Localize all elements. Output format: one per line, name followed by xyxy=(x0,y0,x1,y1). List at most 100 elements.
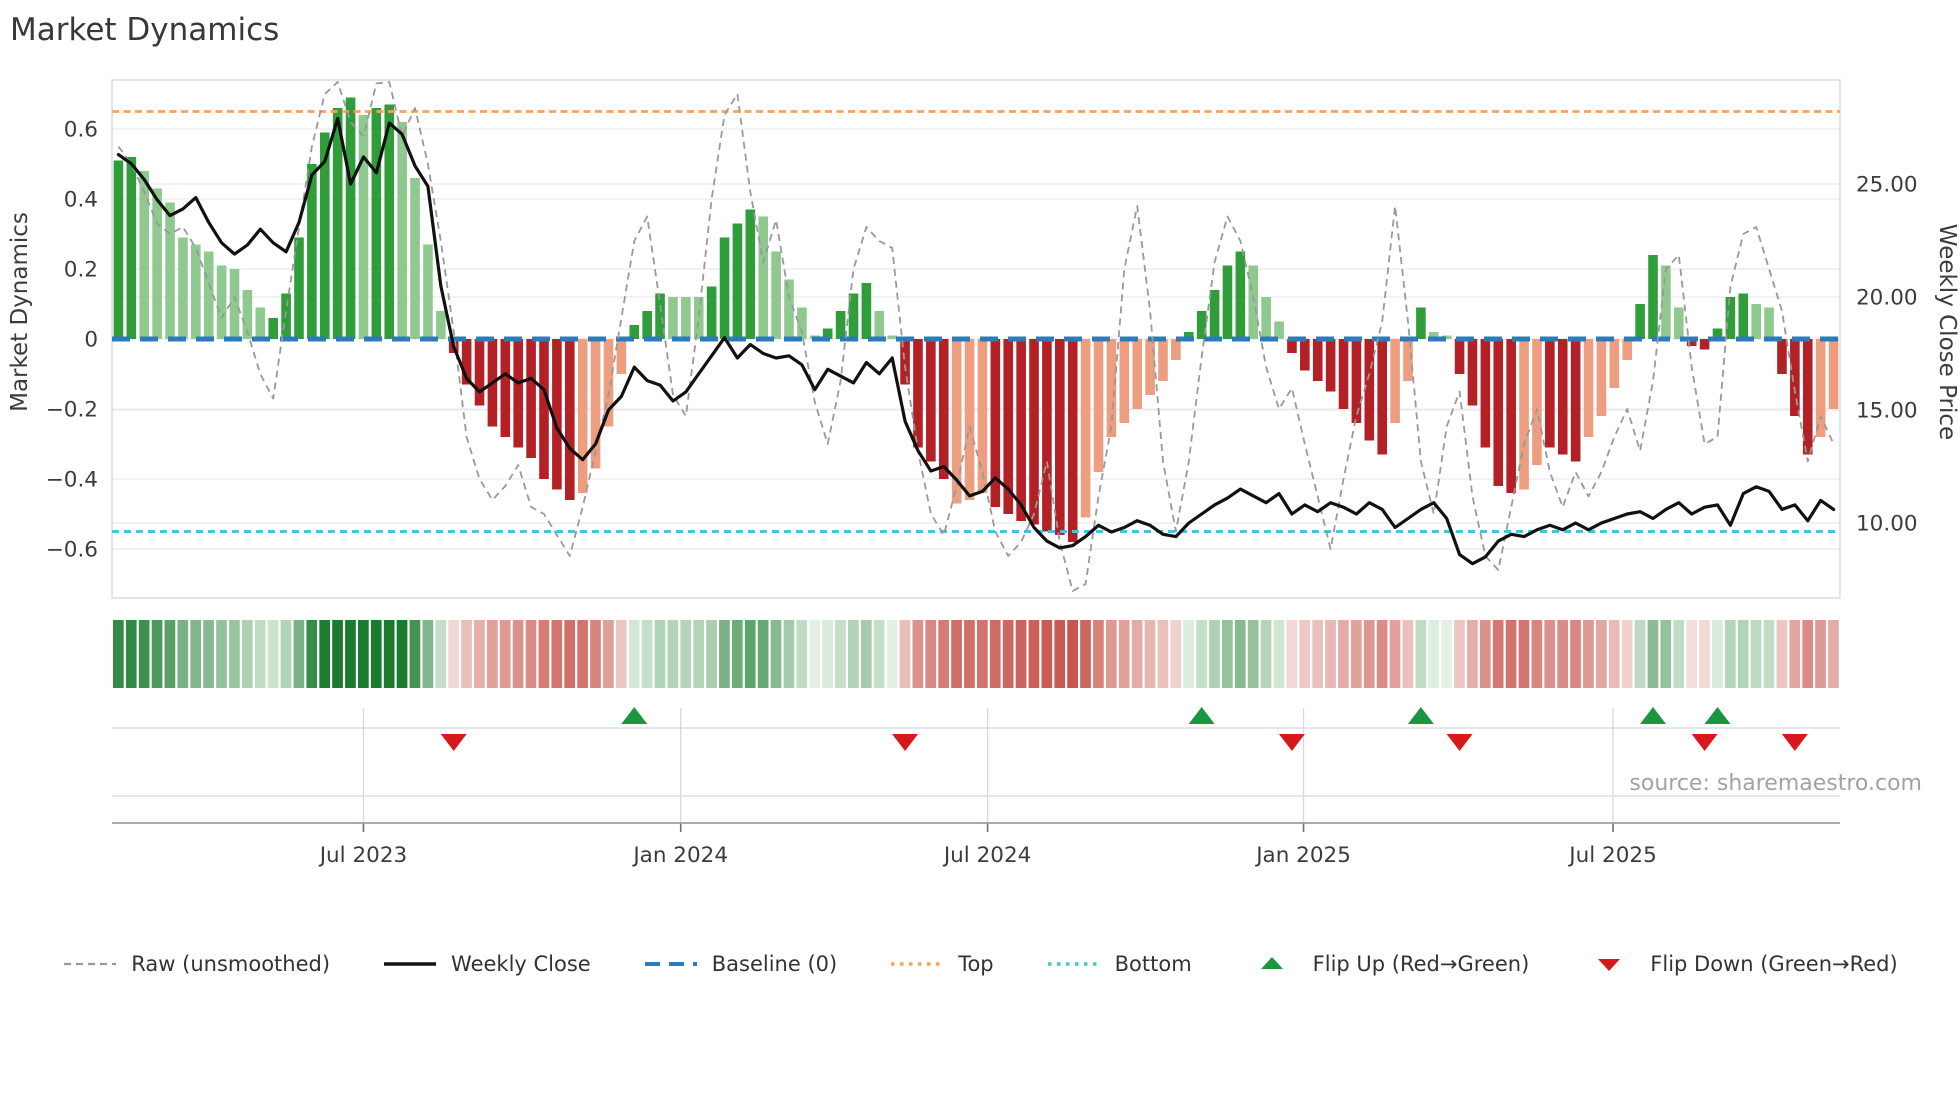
oscillator-bar xyxy=(1312,339,1323,381)
heatmap-cell xyxy=(448,620,459,688)
oscillator-bar xyxy=(552,339,562,490)
oscillator-bar xyxy=(1171,339,1181,360)
heatmap-cell xyxy=(693,620,704,688)
flip-up-marker xyxy=(1407,707,1434,724)
y-tick-label-left: 0.2 xyxy=(64,258,98,283)
oscillator-bar xyxy=(461,339,472,385)
heatmap-cell xyxy=(1828,620,1839,688)
flip-up-marker xyxy=(1640,707,1667,724)
oscillator-bar xyxy=(887,335,897,339)
heatmap-cell xyxy=(680,620,692,688)
oscillator-bar xyxy=(1003,339,1014,514)
legend-flip-up-label: Flip Up (Red→Green) xyxy=(1312,952,1530,976)
heatmap-cell xyxy=(499,620,511,688)
heatmap-cell xyxy=(1286,620,1298,688)
oscillator-bar xyxy=(1196,311,1207,339)
oscillator-bar xyxy=(732,223,743,339)
heatmap-cell xyxy=(1389,620,1401,688)
oscillator-bar xyxy=(1532,339,1542,465)
oscillator-bar xyxy=(526,339,536,458)
heatmap-cell xyxy=(770,620,782,688)
heatmap-strip xyxy=(113,620,1839,688)
heatmap-cell xyxy=(1222,620,1233,688)
oscillator-bar xyxy=(1699,339,1710,350)
flip-down-marker xyxy=(440,734,467,751)
oscillator-bar xyxy=(1661,265,1671,339)
legend-raw-label: Raw (unsmoothed) xyxy=(131,952,331,976)
heatmap-cell xyxy=(1273,620,1285,688)
y-tick-label-left: 0.6 xyxy=(64,118,98,143)
oscillator-bar xyxy=(758,216,769,339)
heatmap-cell xyxy=(293,620,305,688)
heatmap-cell xyxy=(1093,620,1104,688)
oscillator-bar xyxy=(655,293,665,339)
oscillator-bar xyxy=(1377,339,1388,455)
oscillator-bar xyxy=(152,188,162,339)
page-title: Market Dynamics xyxy=(10,12,279,48)
oscillator-bar xyxy=(371,108,382,339)
oscillator-bar xyxy=(1493,339,1504,486)
heatmap-cell xyxy=(1776,620,1788,688)
heatmap-cell xyxy=(1660,620,1672,688)
oscillator-bar xyxy=(926,339,936,462)
heatmap-cell xyxy=(577,620,588,688)
y-tick-label-right: 10.00 xyxy=(1856,512,1918,537)
oscillator-bar xyxy=(848,293,859,339)
heatmap-cell xyxy=(886,620,898,688)
heatmap-cell xyxy=(1531,620,1543,688)
legend-flip-up: Flip Up (Red→Green) xyxy=(1244,952,1530,976)
oscillator-bar xyxy=(964,339,975,500)
legend-weekly-close-label: Weekly Close xyxy=(451,952,591,976)
right-axis-label: Weekly Close Price xyxy=(1934,224,1960,440)
y-tick-label-right: 20.00 xyxy=(1856,286,1918,311)
heatmap-cell xyxy=(1260,620,1272,688)
heatmap-cell xyxy=(1363,620,1375,688)
oscillator-bar xyxy=(784,279,794,339)
heatmap-cell xyxy=(667,620,679,688)
heatmap-cell xyxy=(164,620,176,688)
oscillator-bar xyxy=(126,157,137,339)
heatmap-cell xyxy=(1570,620,1581,688)
oscillator-bar xyxy=(1183,332,1194,339)
oscillator-bar xyxy=(410,178,420,339)
heatmap-cell xyxy=(1479,620,1491,688)
y-tick-label-left: −0.6 xyxy=(46,538,98,563)
oscillator-bar xyxy=(1029,339,1039,525)
heatmap-cell xyxy=(1170,620,1182,688)
legend-top: Top xyxy=(889,952,994,976)
heatmap-cell xyxy=(1325,620,1336,688)
oscillator-bar xyxy=(1067,339,1078,542)
flip-markers xyxy=(440,707,1808,751)
oscillator-bar xyxy=(1790,339,1800,416)
heatmap-cell xyxy=(590,620,601,688)
x-tick-label: Jul 2025 xyxy=(1567,843,1657,868)
oscillator-bar xyxy=(1274,321,1284,339)
flip-down-marker xyxy=(1781,734,1808,751)
oscillator-bar xyxy=(178,237,188,339)
legend-raw-swatch xyxy=(64,962,117,966)
oscillator-bar xyxy=(1080,339,1091,518)
heatmap-cell xyxy=(1789,620,1801,688)
oscillator-bar xyxy=(539,339,549,479)
heatmap-cell xyxy=(628,620,640,688)
weekly-close-line xyxy=(116,116,1836,566)
oscillator-bar xyxy=(681,297,691,339)
oscillator-bar xyxy=(1042,339,1052,532)
heatmap-cell xyxy=(783,620,795,688)
heatmap-cell xyxy=(383,620,395,688)
legend-raw: Raw (unsmoothed) xyxy=(62,952,330,976)
heatmap-cell xyxy=(1415,620,1427,688)
heatmap-cell xyxy=(396,620,408,688)
oscillator-bar xyxy=(1583,339,1594,437)
heatmap-cell xyxy=(641,620,653,688)
heatmap-cell xyxy=(925,620,937,688)
reference-lines xyxy=(112,110,1840,533)
heatmap-cell xyxy=(796,620,808,688)
legend-weekly-close: Weekly Close xyxy=(382,952,591,976)
heatmap-cell xyxy=(267,620,279,688)
oscillator-bar xyxy=(191,244,201,339)
oscillator-bar xyxy=(294,237,304,339)
oscillator-bar xyxy=(513,339,524,448)
heatmap-cell xyxy=(1209,620,1220,688)
oscillator-bar xyxy=(629,325,640,339)
